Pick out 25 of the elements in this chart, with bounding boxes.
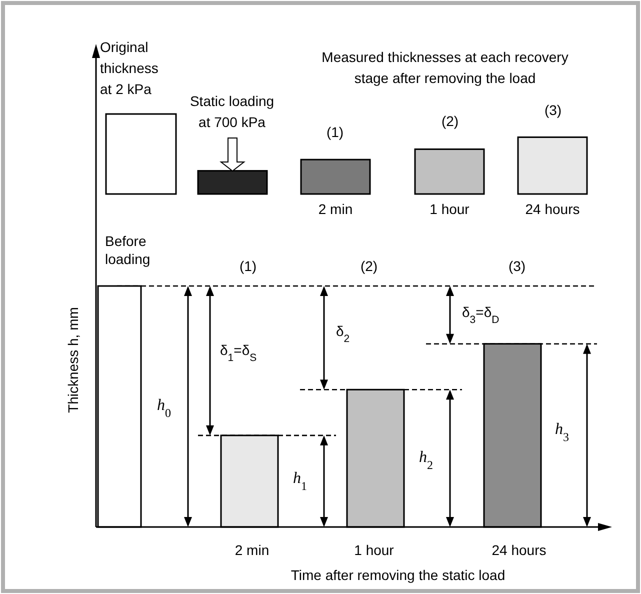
x-tick-label: 24 hours bbox=[525, 201, 580, 217]
y-axis-title: Thickness h, mm bbox=[65, 307, 81, 413]
text: (2) bbox=[360, 258, 378, 274]
text: (3) bbox=[508, 258, 526, 274]
x-tick-label: 1 hour bbox=[354, 542, 394, 558]
text: Before loading bbox=[105, 233, 150, 267]
annotation: δ$_{1}$=δ$_{S}$ bbox=[220, 342, 257, 364]
annotation: δ$_{2}$ bbox=[336, 323, 350, 345]
annotation: h$_{0}$ bbox=[157, 397, 171, 420]
annotation: (3) bbox=[544, 102, 562, 118]
text: Measured thicknesses at each recovery stage after removing the load bbox=[322, 49, 568, 86]
annotation: Static loading at 700 kPa bbox=[190, 93, 274, 130]
x-tick-label: 2 min bbox=[318, 201, 353, 217]
x-tick-label: 2 min bbox=[234, 542, 270, 558]
x-axis-title: Time after removing the static load bbox=[290, 567, 506, 583]
annotation: h$_{2}$ bbox=[419, 449, 433, 472]
x-tick-label: 24 hours bbox=[492, 542, 546, 558]
annotation: δ$_{3}$=δ$_{D}$ bbox=[462, 304, 500, 326]
annotation: (1) bbox=[326, 124, 344, 140]
x-tick-label: 1 hour bbox=[430, 201, 470, 217]
annotation: h$_{3}$ bbox=[555, 421, 569, 444]
text: Original thickness at 2 kPa bbox=[100, 39, 158, 97]
text: (1) bbox=[239, 258, 257, 274]
annotation: h$_{1}$ bbox=[293, 470, 307, 493]
annotation: (2) bbox=[441, 113, 459, 129]
